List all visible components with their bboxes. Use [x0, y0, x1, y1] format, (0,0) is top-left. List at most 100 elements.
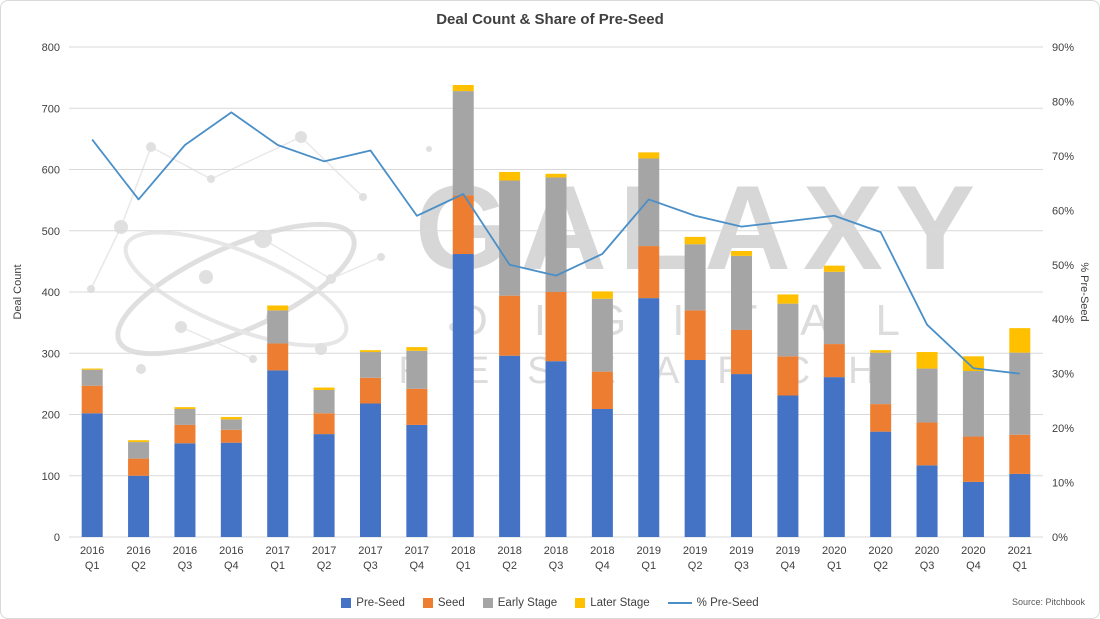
bar-segment	[545, 173, 567, 178]
x-axis-label-quarter: Q2	[873, 560, 888, 572]
bar-segment	[731, 374, 753, 537]
bar-segment	[823, 265, 845, 272]
bar-segment	[962, 481, 984, 537]
bar-segment	[499, 295, 521, 356]
x-axis-label-year: 2020	[961, 545, 985, 557]
x-axis-label-quarter: Q1	[1012, 560, 1027, 572]
x-axis-label-year: 2017	[265, 545, 289, 557]
watermark-constellation-dot	[295, 131, 307, 143]
legend-label: Pre-Seed	[356, 597, 405, 609]
y-axis-left-tick-label: 100	[42, 471, 60, 483]
bar-segment	[452, 84, 474, 92]
bar-segment	[1009, 473, 1031, 537]
y-axis-right-tick-label: 80%	[1052, 96, 1074, 108]
watermark-logo-ring	[115, 221, 357, 357]
x-axis-label-quarter: Q2	[502, 560, 517, 572]
bar-segment	[916, 422, 938, 466]
bar-segment	[499, 355, 521, 537]
bar-segment	[823, 344, 845, 378]
bar-segment	[591, 298, 613, 372]
watermark-constellation-dot	[136, 364, 146, 374]
x-axis-label-quarter: Q1	[641, 560, 656, 572]
bar-segment	[220, 442, 242, 537]
bar-segment	[777, 356, 799, 396]
bar-segment	[870, 431, 892, 537]
legend-color-swatch	[422, 598, 433, 608]
bar-segment	[591, 291, 613, 299]
source-text: Source: Pitchbook	[1011, 597, 1085, 607]
chart-plot-area: GALAXYDIGITALRESEARCH0100200300400500600…	[12, 42, 1090, 572]
bar-segment	[313, 390, 335, 414]
bar-segment	[406, 350, 428, 389]
x-axis-label-year: 2017	[405, 545, 429, 557]
bar-segment	[1009, 434, 1031, 474]
x-axis-label-year: 2016	[219, 545, 243, 557]
watermark-constellation-line	[300, 136, 364, 198]
bar-segment	[1009, 352, 1031, 435]
bar-segment	[359, 350, 381, 353]
x-axis-label-year: 2018	[451, 545, 475, 557]
bar-segment	[359, 377, 381, 404]
watermark-constellation-dot	[359, 193, 367, 201]
y-axis-right-tick-label: 70%	[1052, 151, 1074, 163]
bar-segment	[406, 388, 428, 425]
x-axis-label-year: 2019	[776, 545, 800, 557]
right-axis-title: % Pre-Seed	[1078, 262, 1090, 321]
bar-segment	[220, 416, 242, 420]
y-axis-left-tick-label: 300	[42, 348, 60, 360]
bar-segment	[591, 408, 613, 537]
bar-segment	[81, 413, 103, 537]
bar-segment	[313, 387, 335, 390]
bar-segment	[313, 434, 335, 537]
x-axis-label-year: 2021	[1008, 545, 1032, 557]
bar-segment	[81, 368, 103, 370]
y-axis-right-tick-label: 10%	[1052, 478, 1074, 490]
y-axis-left-tick-label: 400	[42, 287, 60, 299]
bar-segment	[870, 404, 892, 432]
bar-segment	[731, 255, 753, 330]
bar-segment	[128, 440, 150, 443]
bar-segment	[962, 436, 984, 482]
bar-segment	[870, 350, 892, 353]
bar-segment	[81, 369, 103, 386]
bar-segment	[452, 254, 474, 537]
x-axis-label-quarter: Q2	[688, 560, 703, 572]
bar-segment	[174, 443, 196, 537]
watermark-constellation-dot	[87, 285, 95, 293]
y-axis-right-tick-label: 20%	[1052, 423, 1074, 435]
bar-segment	[823, 271, 845, 345]
bar-segment	[684, 244, 706, 311]
legend-item-pre-seed: % Pre-Seed	[667, 597, 759, 609]
x-axis-label-quarter: Q4	[966, 560, 981, 572]
watermark-constellation-line	[120, 146, 152, 228]
x-axis-label-year: 2019	[683, 545, 707, 557]
legend-item-pre-seed: Pre-Seed	[341, 597, 405, 609]
x-axis-label-year: 2019	[637, 545, 661, 557]
bar-segment	[499, 180, 521, 296]
y-axis-right-tick-label: 40%	[1052, 314, 1074, 326]
x-axis-label-quarter: Q3	[549, 560, 564, 572]
bar-segment	[359, 352, 381, 378]
y-axis-left-tick-label: 0	[54, 532, 60, 544]
x-axis-label-quarter: Q3	[734, 560, 749, 572]
legend-label: Early Stage	[497, 597, 558, 609]
bar-segment	[267, 343, 289, 371]
legend-label: Later Stage	[590, 597, 650, 609]
legend-color-swatch	[575, 598, 586, 608]
bar-segment	[499, 171, 521, 181]
watermark-constellation-dot	[207, 175, 215, 183]
bar-segment	[591, 371, 613, 409]
x-axis-label-year: 2016	[126, 545, 150, 557]
legend-label: Seed	[437, 597, 465, 609]
bar-segment	[638, 246, 660, 299]
x-axis-label-quarter: Q4	[410, 560, 425, 572]
bar-segment	[870, 352, 892, 405]
bar-segment	[220, 429, 242, 443]
watermark-constellation-dot	[254, 230, 272, 248]
bar-series-later-stage	[81, 84, 1031, 443]
bar-segment	[962, 371, 984, 437]
watermark-constellation-line	[90, 226, 122, 290]
bar-segment	[406, 347, 428, 351]
bar-segment	[545, 292, 567, 362]
